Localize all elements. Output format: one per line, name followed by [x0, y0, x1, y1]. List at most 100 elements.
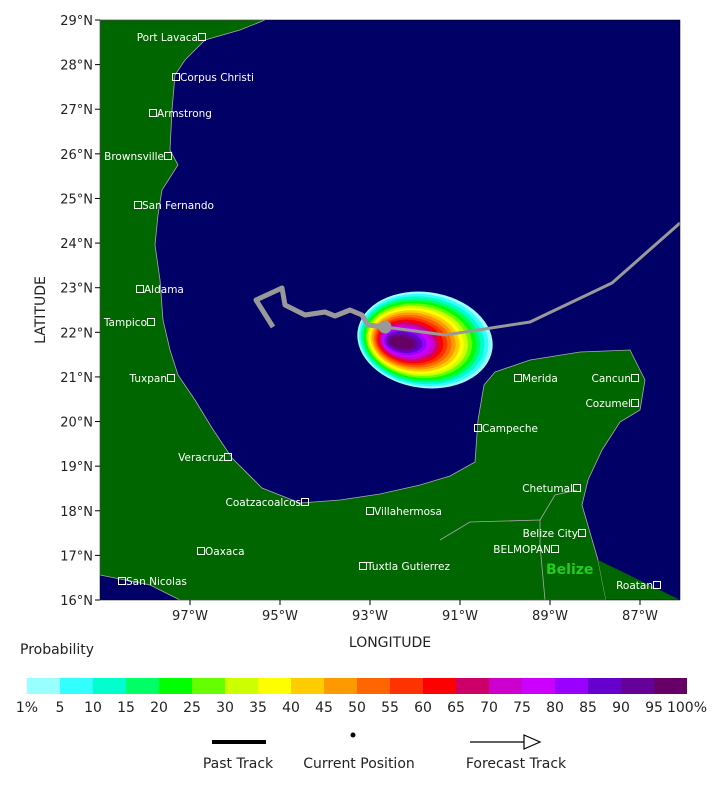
lat-tick-label: 18°N	[60, 505, 93, 520]
city-label: BELMOPAN	[493, 544, 551, 556]
city-marker	[224, 453, 232, 461]
city-marker	[551, 545, 559, 553]
legend-swatch	[93, 678, 126, 694]
legend-label: 1%	[16, 700, 38, 716]
legend-swatch	[621, 678, 654, 694]
probability-band	[388, 336, 415, 349]
city-label: Port Lavaca	[137, 32, 198, 44]
city-label: Cozumel	[585, 398, 631, 410]
city-marker	[136, 285, 144, 293]
lat-tick-label: 17°N	[60, 549, 93, 564]
legend-swatch	[126, 678, 159, 694]
past-track-label: Past Track	[203, 756, 274, 772]
city-marker	[514, 374, 522, 382]
legend-label: 90	[612, 700, 630, 716]
city-marker	[118, 577, 126, 585]
legend-label: 80	[546, 700, 564, 716]
city-label: Roatan	[616, 580, 653, 592]
legend-swatch	[423, 678, 456, 694]
city-label: Tuxpan	[129, 373, 167, 385]
lat-tick-label: 26°N	[60, 148, 93, 163]
lat-tick-label: 23°N	[60, 282, 93, 297]
country-label-belize: Belize	[546, 562, 593, 578]
city-marker	[134, 201, 142, 209]
city-marker	[149, 109, 157, 117]
city-marker	[578, 529, 586, 537]
legend-label: 75	[513, 700, 531, 716]
legend-label: 85	[579, 700, 597, 716]
past-track	[253, 285, 386, 330]
lon-tick-label: 87°W	[622, 609, 658, 624]
city-label: Brownsville	[104, 151, 164, 163]
city-label: San Fernando	[142, 200, 214, 212]
city-marker	[147, 318, 155, 326]
lat-tick-label: 24°N	[60, 237, 93, 252]
current-position-legend-dot	[350, 732, 356, 738]
legend-swatch	[390, 678, 423, 694]
legend-label: 25	[183, 700, 201, 716]
legend-swatch	[291, 678, 324, 694]
y-axis-label: LATITUDE	[33, 276, 49, 344]
lat-tick-label: 27°N	[60, 103, 93, 118]
lon-tick-label: 91°W	[442, 609, 478, 624]
legend-label: 50	[348, 700, 366, 716]
city-marker	[474, 424, 482, 432]
legend-label: 5	[56, 700, 65, 716]
lat-tick-label: 29°N	[60, 14, 93, 29]
forecast-track-label: Forecast Track	[466, 756, 567, 772]
city-marker	[301, 498, 309, 506]
city-marker	[366, 507, 374, 515]
x-axis-label: LONGITUDE	[349, 635, 431, 651]
legend-title: Probability	[20, 642, 94, 658]
legend-label: 70	[480, 700, 498, 716]
legend-label: 10	[84, 700, 102, 716]
city-label: Merida	[522, 373, 558, 385]
city-label: Tampico	[103, 317, 147, 329]
legend-label: 60	[414, 700, 432, 716]
legend-swatch	[654, 678, 687, 694]
lat-tick-label: 28°N	[60, 59, 93, 74]
legend-label: 35	[249, 700, 267, 716]
city-label: Armstrong	[157, 108, 212, 120]
legend-label: 20	[150, 700, 168, 716]
lat-tick-label: 16°N	[60, 594, 93, 609]
arrow-icon	[523, 734, 542, 750]
legend-label: 65	[447, 700, 465, 716]
legend-swatch	[159, 678, 192, 694]
city-label: Chetumal	[522, 483, 573, 495]
lat-tick-label: 21°N	[60, 371, 93, 386]
city-marker	[167, 374, 175, 382]
legend-swatch	[555, 678, 588, 694]
city-marker	[359, 562, 367, 570]
city-label: Coatzacoalcos	[226, 497, 301, 509]
city-label: Campeche	[482, 423, 538, 435]
legend-swatch	[27, 678, 60, 694]
city-marker	[172, 73, 180, 81]
legend-label: 30	[216, 700, 234, 716]
city-label: Villahermosa	[374, 506, 442, 518]
city-marker	[631, 374, 639, 382]
lon-tick-label: 97°W	[172, 609, 208, 624]
legend-swatch	[588, 678, 621, 694]
city-marker	[631, 399, 639, 407]
probability-swath	[357, 291, 493, 389]
city-label: Corpus Christi	[180, 72, 254, 84]
city-marker	[197, 547, 205, 555]
lat-tick-label: 19°N	[60, 460, 93, 475]
lat-tick-label: 22°N	[60, 326, 93, 341]
lon-tick-label: 89°W	[532, 609, 568, 624]
legend-swatch	[357, 678, 390, 694]
legend-swatch	[258, 678, 291, 694]
legend-swatch	[522, 678, 555, 694]
city-marker	[653, 581, 661, 589]
current-position-label: Current Position	[303, 756, 415, 772]
forecast-track	[384, 221, 680, 337]
city-marker	[573, 484, 581, 492]
legend-swatch	[225, 678, 258, 694]
legend-swatch	[60, 678, 93, 694]
city-label: San Nicolas	[126, 576, 187, 588]
lon-tick-label: 93°W	[352, 609, 388, 624]
legend-swatch	[192, 678, 225, 694]
legend-swatch	[324, 678, 357, 694]
